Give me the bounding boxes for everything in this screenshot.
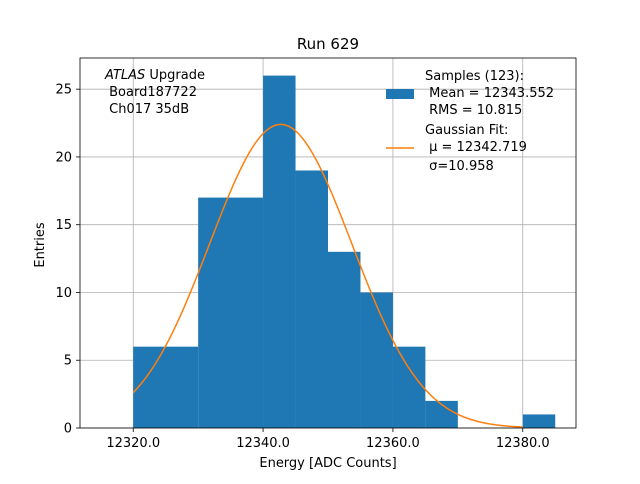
legend-fit-label: Gaussian Fit:	[425, 123, 508, 138]
legend-samples-rms: RMS = 10.815	[425, 103, 522, 118]
y-tick-label: 15	[55, 218, 72, 233]
y-tick-label: 20	[55, 150, 72, 165]
annotation-line-3: Ch017 35dB	[105, 102, 189, 117]
x-tick-label: 12380.0	[496, 436, 550, 451]
y-tick-label: 10	[55, 286, 72, 301]
legend-fit-mu: μ = 12342.719	[425, 140, 527, 155]
histogram-bar	[392, 346, 426, 428]
annotation-line-1: ATLAS Upgrade	[104, 68, 205, 83]
y-axis-label: Entries	[33, 222, 48, 268]
y-tick-label: 0	[64, 422, 72, 437]
histogram-bar	[133, 346, 199, 428]
histogram-bar	[198, 197, 264, 428]
x-axis-label: Energy [ADC Counts]	[259, 456, 396, 471]
y-tick-label: 25	[55, 83, 72, 98]
histogram-bar	[360, 292, 393, 428]
legend-samples-swatch	[386, 89, 414, 99]
histogram-bar	[328, 251, 361, 428]
histogram-bar	[295, 170, 328, 428]
plot-frame	[79, 57, 577, 429]
annotation-line-2: Board187722	[105, 85, 197, 100]
x-tick-label: 12360.0	[366, 436, 420, 451]
histogram-bar	[425, 400, 458, 428]
annotation-upgrade: Upgrade	[145, 68, 205, 83]
gaussian-fit-line	[132, 123, 523, 428]
chart-title: Run 629	[297, 35, 359, 53]
histogram-bar	[263, 75, 296, 428]
fit-layer	[132, 123, 523, 428]
annotation-block: ATLAS Upgrade Board187722 Ch017 35dB	[104, 68, 205, 117]
y-tick-label: 5	[64, 354, 72, 369]
axes-layer	[79, 57, 577, 429]
legend: Samples (123): Mean = 12343.552 RMS = 10…	[386, 69, 554, 174]
bars-layer	[133, 75, 556, 428]
histogram-bar	[522, 414, 556, 428]
x-tick-label: 12320.0	[106, 436, 160, 451]
legend-fit-sigma: σ=10.958	[425, 159, 494, 174]
x-tick-label: 12340.0	[236, 436, 290, 451]
legend-samples-label: Samples (123):	[425, 69, 524, 84]
ticks-layer: 12320.0 12340.0 12360.0 12380.0 0 5 10 15 20 25	[55, 83, 549, 451]
annotation-atlas: ATLAS	[104, 68, 145, 83]
legend-samples-mean: Mean = 12343.552	[425, 86, 554, 101]
